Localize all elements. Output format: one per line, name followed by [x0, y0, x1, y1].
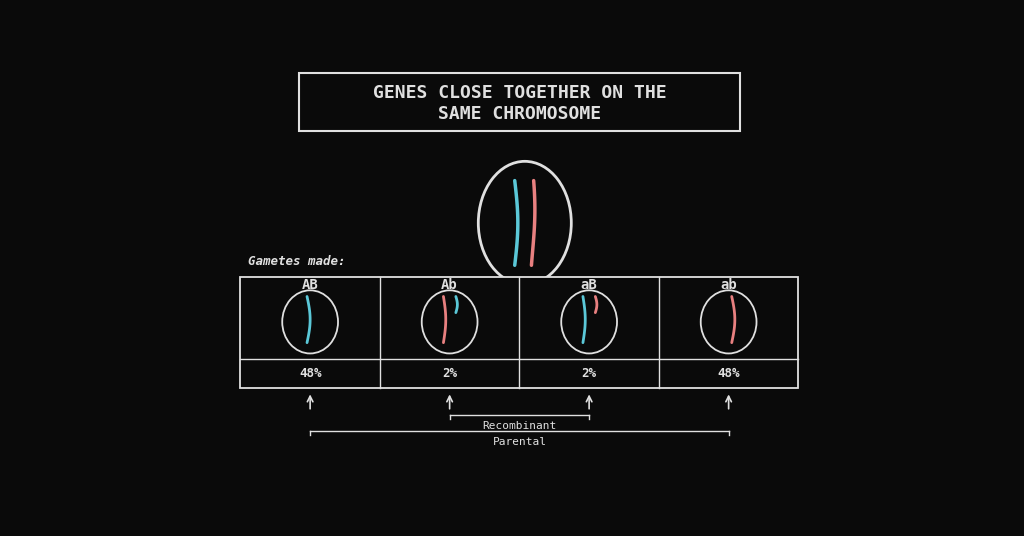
- Text: Ab: Ab: [441, 278, 458, 292]
- Text: GENES CLOSE TOGETHER ON THE: GENES CLOSE TOGETHER ON THE: [373, 84, 667, 102]
- Text: 2%: 2%: [442, 367, 457, 381]
- FancyBboxPatch shape: [299, 73, 740, 131]
- Text: 48%: 48%: [718, 367, 740, 381]
- Ellipse shape: [283, 291, 338, 353]
- Text: ab: ab: [720, 278, 737, 292]
- Ellipse shape: [478, 161, 571, 285]
- Ellipse shape: [422, 291, 477, 353]
- Text: Gametes made:: Gametes made:: [248, 255, 346, 267]
- Text: SAME CHROMOSOME: SAME CHROMOSOME: [438, 106, 601, 123]
- Bar: [241, 277, 799, 389]
- Text: 2%: 2%: [582, 367, 597, 381]
- Text: Parental: Parental: [493, 437, 547, 447]
- Ellipse shape: [561, 291, 617, 353]
- Ellipse shape: [700, 291, 757, 353]
- Text: aB: aB: [581, 278, 597, 292]
- Text: Recombinant: Recombinant: [482, 421, 556, 431]
- Text: 48%: 48%: [299, 367, 322, 381]
- Text: AB: AB: [302, 278, 318, 292]
